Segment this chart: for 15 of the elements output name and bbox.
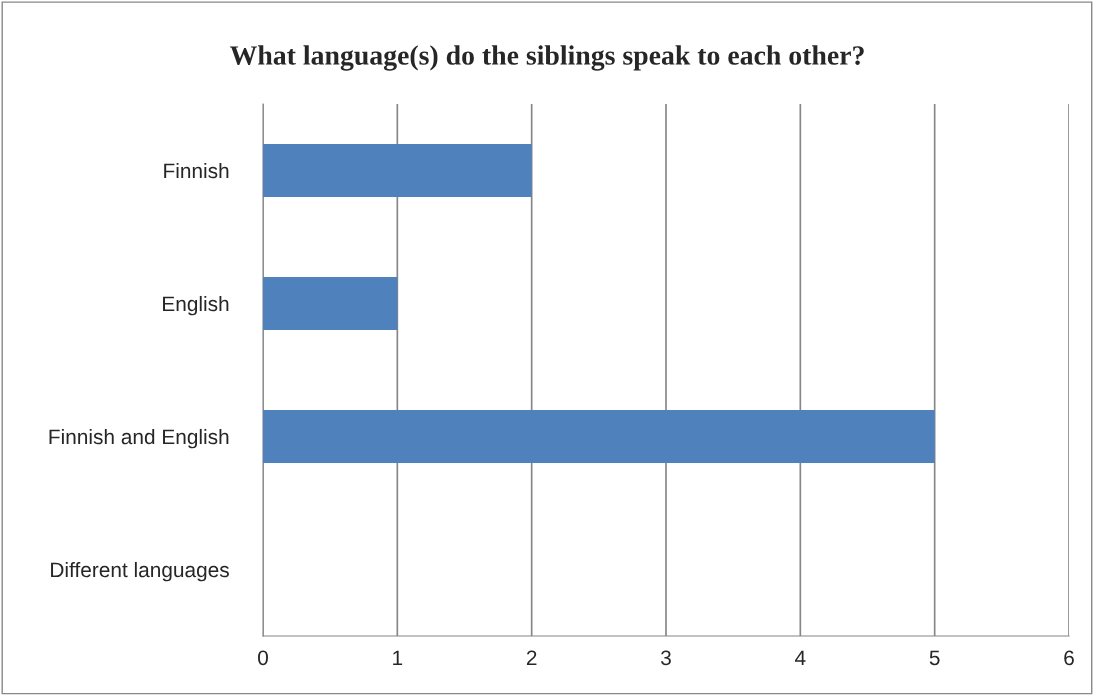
bar — [263, 143, 532, 198]
x-tick-label: 5 — [929, 650, 940, 666]
x-tick-label: 0 — [258, 650, 268, 666]
x-tick-label: 2 — [526, 650, 537, 665]
x-tick-label: 3 — [661, 650, 671, 666]
x-tick-label: 1 — [393, 650, 403, 665]
chart-title: What language(s) do the siblings speak to each other? — [229, 45, 864, 71]
y-tick-label: English — [163, 295, 229, 316]
y-tick-label: Finnish — [164, 162, 229, 179]
x-tick-label: 6 — [1064, 650, 1074, 666]
x-tick-label: 4 — [795, 650, 806, 665]
y-tick-label: Finnish and English — [49, 428, 229, 449]
bar — [263, 409, 935, 464]
y-tick-label: Different languages — [51, 561, 229, 582]
bar — [263, 276, 398, 331]
